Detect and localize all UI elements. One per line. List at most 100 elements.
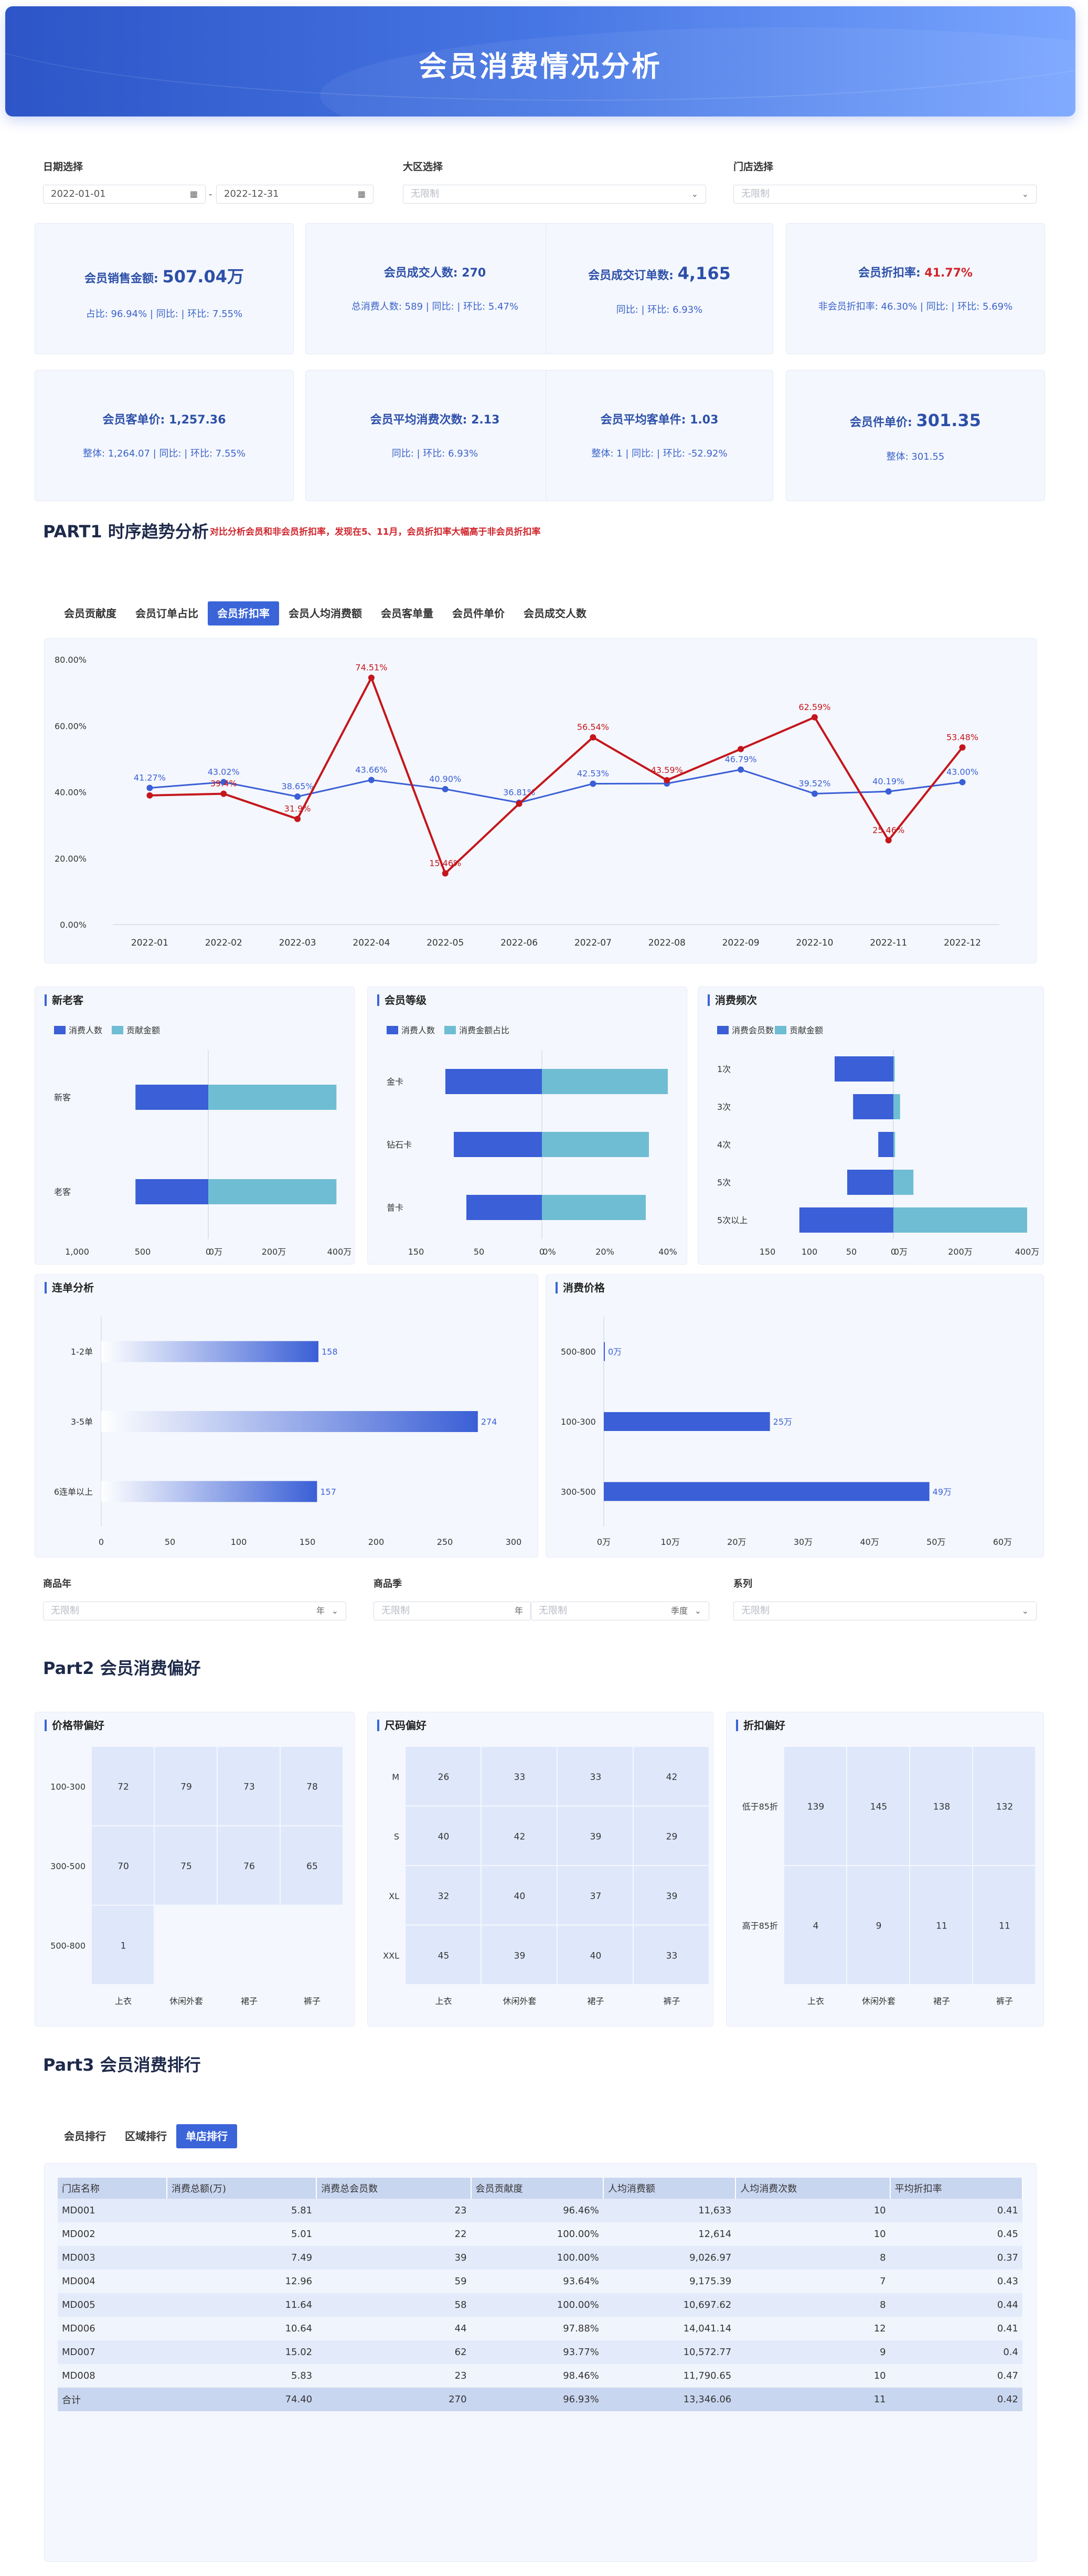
column-header[interactable]: 人均消费额 xyxy=(603,2178,737,2199)
data-point xyxy=(442,786,449,792)
tab-region-rank[interactable]: 区域排行 xyxy=(125,2130,167,2143)
column-header[interactable]: 消费总会员数 xyxy=(316,2178,472,2199)
tab-order-ratio[interactable]: 会员订单占比 xyxy=(135,607,198,620)
x-tick-label: 2022-04 xyxy=(353,938,390,948)
x-tick-label: 10万 xyxy=(660,1537,679,1547)
heatmap-cell xyxy=(406,1866,481,1925)
category-label: 5次以上 xyxy=(717,1215,748,1225)
tab-member-contribution[interactable]: 会员贡献度 xyxy=(64,607,116,620)
page-header: 会员消费情况分析 xyxy=(5,6,1075,116)
cell-value: 39 xyxy=(514,1950,526,1961)
cell-value: 139 xyxy=(807,1802,824,1812)
x-tick-label: 200万 xyxy=(948,1247,973,1257)
part3-tabs: 会员排行 区域排行 单店排行 xyxy=(55,2124,237,2148)
row-label: 500-800 xyxy=(50,1941,86,1950)
heatmap-cell xyxy=(218,1826,280,1905)
calendar-icon[interactable]: ▦ xyxy=(357,189,366,199)
tab-discount-rate[interactable]: 会员折扣率 xyxy=(208,601,279,626)
cell-value: 145 xyxy=(870,1802,887,1812)
tab-order-count[interactable]: 会员客单量 xyxy=(381,607,433,620)
heatmap-cell xyxy=(281,1747,343,1826)
kpi-title: 会员客单价: xyxy=(102,414,165,427)
column-header[interactable]: 人均消费次数 xyxy=(735,2178,891,2199)
data-label: 31.9% xyxy=(284,804,311,814)
region-select[interactable]: 无限制 ⌄ xyxy=(403,185,706,204)
table-row: MD004 12.96 59 93.64% 9,175.39 7 0.43 xyxy=(58,2270,1022,2293)
table-cell: 0.45 xyxy=(890,2222,1022,2246)
tab-store-rank[interactable]: 单店排行 xyxy=(176,2124,237,2148)
column-header[interactable]: 消费总额(万) xyxy=(166,2178,317,2199)
x-tick-label: 150 xyxy=(408,1247,424,1257)
column-header[interactable]: 平均折扣率 xyxy=(890,2178,1023,2199)
kpi-sub: 同比: | 环比: 6.93% xyxy=(616,304,703,315)
bar xyxy=(101,1481,317,1502)
panel-title: 会员等级 xyxy=(377,994,426,1006)
table-cell: 0.42 xyxy=(890,2388,1022,2411)
data-label: 43.59% xyxy=(651,765,683,775)
category-label: 4次 xyxy=(717,1140,731,1150)
placeholder: 无限制 xyxy=(51,1605,79,1616)
kpi-sub: 总消费人数: 589 | 同比: | 环比: 5.47% xyxy=(351,301,519,312)
data-label: 41.27% xyxy=(134,772,166,782)
product-season-select[interactable]: 无限制 季度 ⌄ xyxy=(531,1602,709,1620)
chevron-down-icon[interactable]: ⌄ xyxy=(691,189,698,199)
kpi-sub: 同比: | 环比: 6.93% xyxy=(391,448,478,459)
series-select[interactable]: 无限制 ⌄ xyxy=(733,1602,1037,1620)
kpi-card: 会员成交人数: 270 总消费人数: 589 | 同比: | 环比: 5.47% xyxy=(305,223,564,354)
y-tick-label: 20.00% xyxy=(55,854,87,864)
heatmap-cell xyxy=(482,1925,557,1984)
tab-buyer-count[interactable]: 会员成交人数 xyxy=(524,607,586,620)
chevron-down-icon[interactable]: ⌄ xyxy=(1021,1606,1029,1616)
x-tick-label: 0 xyxy=(539,1247,545,1257)
data-label: 38.65% xyxy=(282,781,314,791)
heatmap-cell xyxy=(634,1866,709,1925)
cell-value: 75 xyxy=(180,1861,192,1872)
col-label: 休闲外套 xyxy=(169,1996,203,2006)
bar-left xyxy=(835,1056,893,1082)
data-label: 25万 xyxy=(773,1417,792,1427)
chevron-down-icon[interactable]: ⌄ xyxy=(694,1606,701,1616)
heatmap-cell xyxy=(558,1747,633,1806)
part2-title: Part2 会员消费偏好 xyxy=(43,1658,201,1678)
chevron-down-icon[interactable]: ⌄ xyxy=(331,1606,338,1616)
calendar-icon[interactable]: ▦ xyxy=(189,189,198,199)
tab-item-price[interactable]: 会员件单价 xyxy=(452,607,505,620)
y-tick-label: 80.00% xyxy=(55,655,87,665)
cell-value: 33 xyxy=(666,1950,678,1961)
store-select[interactable]: 无限制 ⌄ xyxy=(733,185,1037,204)
kpi-value: 41.77% xyxy=(924,267,973,280)
x-tick-label: 0万 xyxy=(209,1247,222,1257)
data-point xyxy=(811,790,818,797)
table-body: MD001 5.81 23 96.46% 11,633 10 0.41 MD002 5.01 22… xyxy=(58,2199,1022,2411)
category-label: 老客 xyxy=(54,1187,71,1197)
product-season-year-select[interactable]: 无限制 年 xyxy=(374,1602,531,1620)
table-cell: 10 xyxy=(735,2364,890,2388)
bar-left xyxy=(135,1085,208,1110)
table-cell: 5.83 xyxy=(166,2364,317,2388)
heatmap-cell xyxy=(784,1747,846,1865)
x-tick-label: 2022-06 xyxy=(500,938,538,948)
cell-value: 73 xyxy=(243,1782,255,1793)
x-tick-label: 0% xyxy=(542,1247,556,1257)
column-header[interactable]: 会员贡献度 xyxy=(471,2178,604,2199)
heatmap-cell xyxy=(973,1747,1035,1865)
bar-left xyxy=(445,1069,542,1094)
product-year-select[interactable]: 无限制 年 ⌄ xyxy=(43,1602,346,1620)
kpi-sub: 整体: 301.55 xyxy=(886,451,945,462)
date-end-input[interactable]: 2022-12-31 ▦ xyxy=(216,185,374,204)
legend-label: 贡献金额 xyxy=(126,1025,160,1035)
tab-member-rank[interactable]: 会员排行 xyxy=(64,2130,106,2143)
table-cell: 8 xyxy=(735,2293,890,2317)
chevron-down-icon[interactable]: ⌄ xyxy=(1021,189,1029,199)
column-header[interactable]: 门店名称 xyxy=(58,2178,167,2199)
tab-avg-spend[interactable]: 会员人均消费额 xyxy=(289,607,362,620)
row-label: XL xyxy=(389,1891,399,1901)
x-tick-label: 0万 xyxy=(894,1247,908,1257)
data-point xyxy=(442,870,449,877)
cell-value: 65 xyxy=(306,1861,318,1872)
cell-value: 138 xyxy=(933,1802,950,1812)
date-start-input[interactable]: 2022-01-01 ▦ xyxy=(43,185,206,204)
legend-swatch xyxy=(775,1026,786,1034)
x-tick-label: 250 xyxy=(437,1537,453,1547)
